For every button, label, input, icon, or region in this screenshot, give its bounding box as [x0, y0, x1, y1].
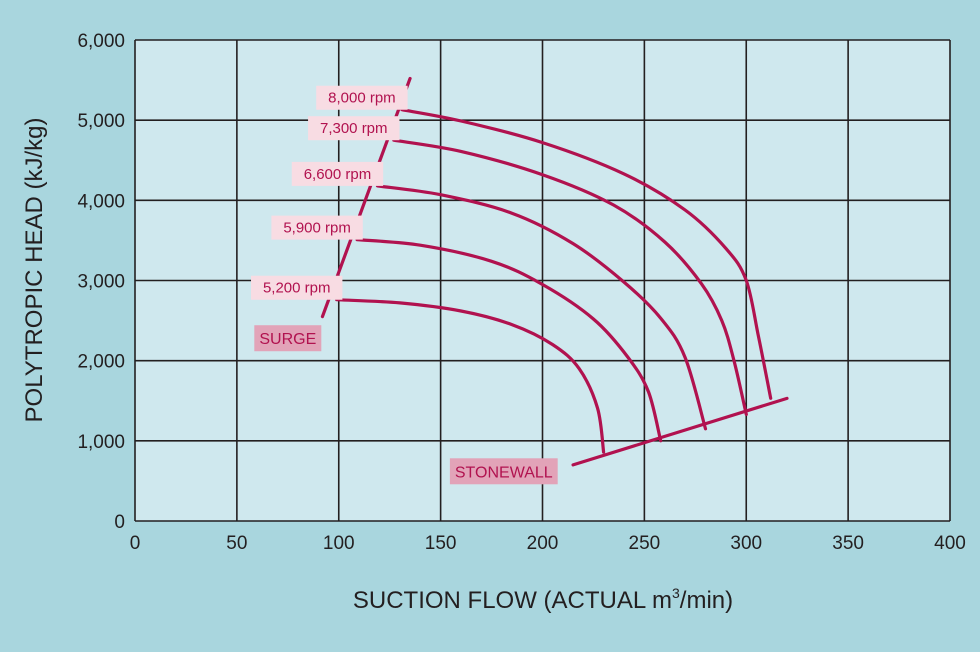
- x-axis-ticks: 0 50 100 150 200 250 300 350 400: [130, 533, 966, 554]
- rpm-label-box: [291, 161, 384, 186]
- rpm-label: 8,000 rpm: [328, 90, 396, 107]
- curve-labels: 8,000 rpm 7,300 rpm 6,600 rpm 5,900 rpm 5,20…: [251, 85, 558, 485]
- rpm-label: 5,900 rpm: [283, 220, 351, 237]
- series-line: [400, 108, 773, 400]
- x-tick-label: 350: [832, 533, 864, 554]
- stonewall-label: STONEWALL: [455, 464, 553, 481]
- y-axis-ticks: 0 1,000 2,000 3,000 4,000 5,000 6,000: [77, 31, 125, 533]
- x-axis-title-superscript: 3: [672, 585, 680, 601]
- x-tick-label: 300: [730, 533, 762, 554]
- x-tick-label: 250: [629, 533, 661, 554]
- stonewall-line: [571, 396, 789, 467]
- x-tick-label: 100: [323, 533, 355, 554]
- y-tick-label: 2,000: [77, 352, 125, 373]
- rpm-label: 7,300 rpm: [320, 120, 388, 137]
- rpm-label-box: [316, 85, 408, 110]
- y-tick-label: 4,000: [77, 191, 125, 212]
- surge-label-box: [254, 325, 322, 352]
- x-axis-title: SUCTION FLOW (ACTUAL m3/min): [353, 585, 733, 614]
- stonewall-label-box: [449, 458, 558, 485]
- y-tick-label: 1,000: [77, 432, 125, 453]
- rpm-label: 6,600 rpm: [304, 166, 372, 183]
- y-tick-label: 3,000: [77, 272, 125, 293]
- rpm-label: 5,200 rpm: [263, 280, 331, 297]
- series-line: [355, 238, 663, 443]
- surge-label: SURGE: [259, 331, 316, 348]
- rpm-label-box: [308, 116, 400, 141]
- y-tick-label: 0: [114, 512, 125, 533]
- series-line: [335, 298, 606, 454]
- x-tick-label: 200: [527, 533, 559, 554]
- x-tick-label: 400: [934, 533, 966, 554]
- x-tick-label: 50: [226, 533, 247, 554]
- y-tick-label: 5,000: [77, 111, 125, 132]
- x-tick-label: 150: [425, 533, 457, 554]
- series-line: [375, 184, 708, 431]
- x-tick-label: 0: [130, 533, 141, 554]
- rpm-label-box: [271, 215, 363, 240]
- y-axis-title: POLYTROPIC HEAD (kJ/kg): [21, 118, 48, 423]
- y-tick-label: 6,000: [77, 31, 125, 52]
- rpm-label-box: [251, 275, 343, 300]
- series-line: [392, 138, 748, 416]
